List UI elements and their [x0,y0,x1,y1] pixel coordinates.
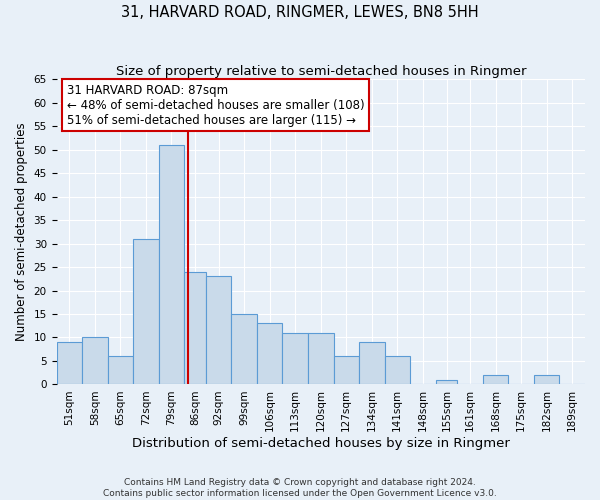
Y-axis label: Number of semi-detached properties: Number of semi-detached properties [15,122,28,341]
X-axis label: Distribution of semi-detached houses by size in Ringmer: Distribution of semi-detached houses by … [132,437,510,450]
Bar [82,338,107,384]
Title: Size of property relative to semi-detached houses in Ringmer: Size of property relative to semi-detach… [116,65,526,78]
Bar [206,276,232,384]
Bar [158,145,184,384]
Text: 31 HARVARD ROAD: 87sqm
← 48% of semi-detached houses are smaller (108)
51% of se: 31 HARVARD ROAD: 87sqm ← 48% of semi-det… [67,84,365,126]
Bar [107,356,133,384]
Bar [133,239,158,384]
Bar [385,356,410,384]
Bar [308,333,334,384]
Text: Contains HM Land Registry data © Crown copyright and database right 2024.
Contai: Contains HM Land Registry data © Crown c… [103,478,497,498]
Bar [534,375,559,384]
Text: 31, HARVARD ROAD, RINGMER, LEWES, BN8 5HH: 31, HARVARD ROAD, RINGMER, LEWES, BN8 5H… [121,5,479,20]
Bar [483,375,508,384]
Bar [283,333,308,384]
Bar [56,342,82,384]
Bar [359,342,385,384]
Bar [436,380,457,384]
Bar [257,324,283,384]
Bar [232,314,257,384]
Bar [334,356,359,384]
Bar [184,272,206,384]
